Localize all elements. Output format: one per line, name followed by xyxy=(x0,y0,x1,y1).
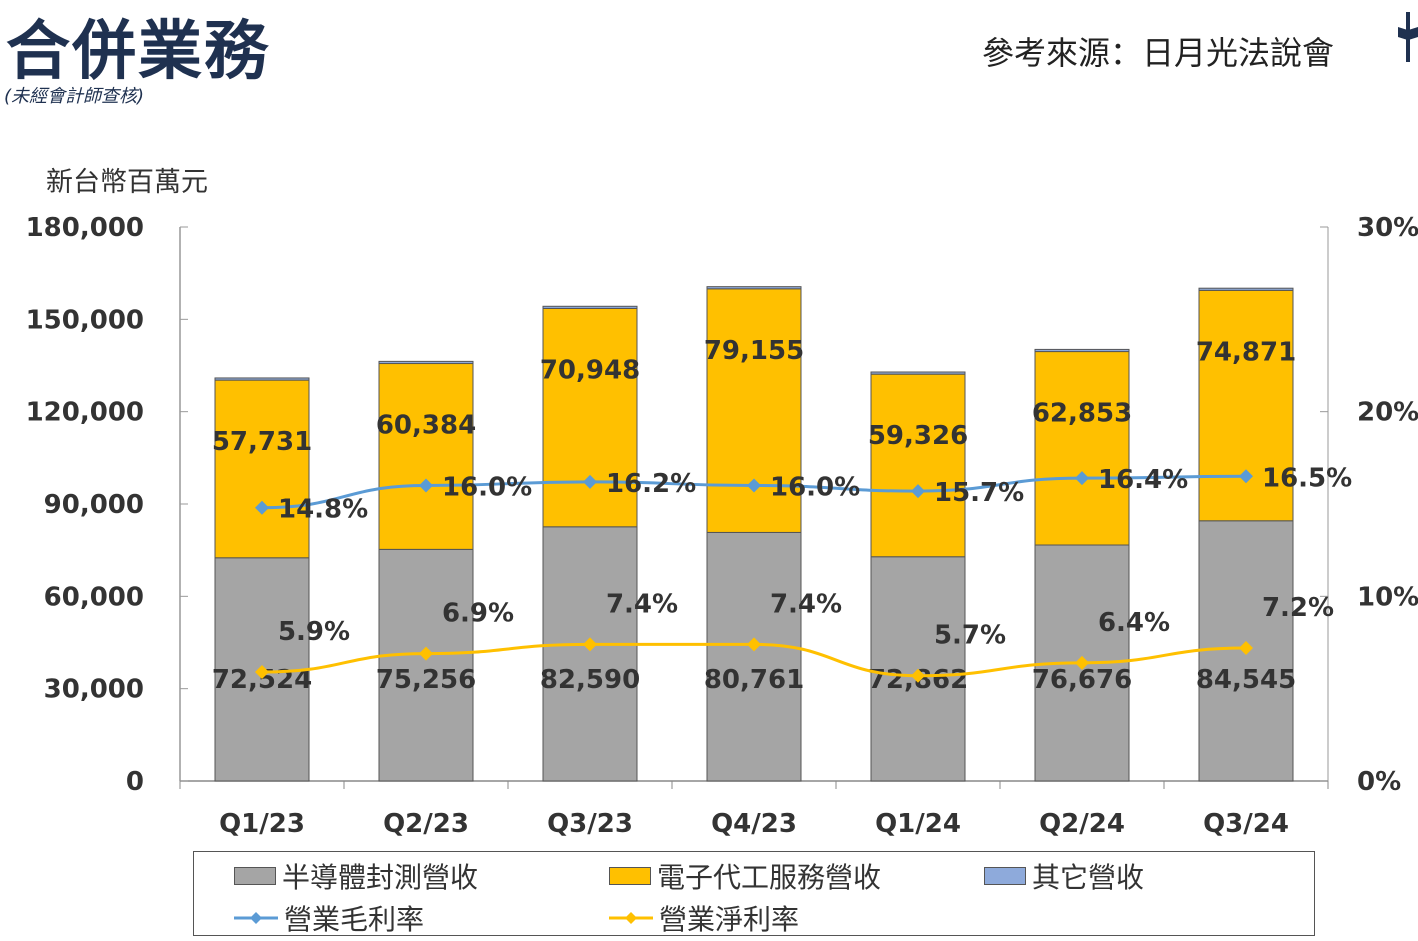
line-label: 16.4% xyxy=(1098,465,1188,495)
legend-swatch xyxy=(234,867,276,885)
left-tick-label: 0 xyxy=(126,767,144,797)
x-tick-label: Q1/23 xyxy=(219,809,305,839)
right-tick-label: 20% xyxy=(1357,398,1418,428)
left-tick-label: 120,000 xyxy=(26,398,144,428)
x-tick-label: Q3/23 xyxy=(547,809,633,839)
bar-1 xyxy=(378,363,474,550)
bar-2 xyxy=(214,377,310,381)
line-marker xyxy=(583,474,597,489)
bar-label: 82,590 xyxy=(540,665,640,695)
line-marker xyxy=(1075,655,1089,670)
source-note: 參考來源：日月光法說會 xyxy=(982,34,1335,72)
left-tick-label: 150,000 xyxy=(26,305,144,335)
line-label: 16.0% xyxy=(442,473,532,503)
bar-label: 84,545 xyxy=(1196,665,1296,695)
line-marker xyxy=(911,484,925,499)
line-label: 16.5% xyxy=(1262,463,1352,493)
legend-label: 其它營收 xyxy=(1032,861,1145,894)
line-marker xyxy=(911,668,925,683)
bar-1 xyxy=(214,379,310,559)
legend-swatch xyxy=(609,867,651,885)
right-tick-label: 10% xyxy=(1357,582,1418,612)
legend: 半導體封測營收 電子代工服務營收 其它營收 營業毛利率 營業淨利率 xyxy=(193,851,1315,936)
legend-label: 半導體封測營收 xyxy=(282,861,479,894)
page-subtitle: (未經會計師查核) xyxy=(4,86,145,107)
line-label: 14.8% xyxy=(278,495,368,525)
line-label: 6.9% xyxy=(442,599,514,629)
bar-1 xyxy=(542,307,638,528)
line-marker xyxy=(255,500,269,515)
bar-label: 59,326 xyxy=(868,421,968,451)
line-label: 7.4% xyxy=(606,589,678,619)
line-marker xyxy=(1239,641,1253,656)
bar-2 xyxy=(1034,348,1130,353)
legend-label: 營業毛利率 xyxy=(284,903,425,936)
bar-label: 60,384 xyxy=(376,411,476,441)
legend-label: 營業淨利率 xyxy=(659,903,800,936)
legend-item-semiconductor: 半導體封測營收 xyxy=(234,856,478,896)
legend-label: 電子代工服務營收 xyxy=(657,861,882,894)
line-marker xyxy=(1075,471,1089,486)
x-tick-label: Q2/23 xyxy=(383,809,469,839)
chart: 0 30,000 60,000 90,000 120,000 150,000 180,000… xyxy=(26,213,1418,839)
unit-label: 新台幣百萬元 xyxy=(46,167,208,198)
page-title: 合併業務 xyxy=(6,15,270,89)
line-label: 16.0% xyxy=(770,473,860,503)
line-label: 5.9% xyxy=(278,617,350,647)
bar-1 xyxy=(1034,351,1130,546)
line-marker xyxy=(255,665,269,680)
line-marker xyxy=(419,478,433,493)
line-label: 7.4% xyxy=(770,589,842,619)
bar-0 xyxy=(542,526,638,782)
line-label: 6.4% xyxy=(1098,608,1170,638)
bar-label: 74,871 xyxy=(1196,337,1296,367)
left-tick-label: 30,000 xyxy=(44,675,144,705)
legend-item-other: 其它營收 xyxy=(984,856,1144,896)
line-marker xyxy=(583,637,597,652)
bar-2 xyxy=(870,371,966,375)
legend-line-icon xyxy=(234,912,278,924)
bar-label: 80,761 xyxy=(704,665,804,695)
bar-0 xyxy=(706,531,802,782)
bar-label: 79,155 xyxy=(704,336,804,366)
left-tick-label: 180,000 xyxy=(26,213,144,243)
bar-2 xyxy=(706,286,802,290)
x-tick-label: Q3/24 xyxy=(1203,809,1289,839)
bar-0 xyxy=(378,548,474,782)
legend-line-icon xyxy=(609,912,653,924)
line-marker xyxy=(747,637,761,652)
line-label: 15.7% xyxy=(934,478,1024,508)
bar-2 xyxy=(542,305,638,309)
bar-2 xyxy=(378,360,474,365)
bar-label: 70,948 xyxy=(540,355,640,385)
bar-label: 62,853 xyxy=(1032,399,1132,429)
legend-item-ems: 電子代工服務營收 xyxy=(609,856,881,896)
bar-label: 75,256 xyxy=(376,665,476,695)
legend-item-net-margin: 營業淨利率 xyxy=(609,898,799,938)
line-label: 16.2% xyxy=(606,469,696,499)
line-label: 5.7% xyxy=(934,621,1006,651)
left-tick-label: 60,000 xyxy=(44,582,144,612)
line-marker xyxy=(419,646,433,661)
legend-swatch xyxy=(984,867,1026,885)
x-tick-label: Q1/24 xyxy=(875,809,961,839)
bar-label: 57,731 xyxy=(212,427,312,457)
right-tick-label: 0% xyxy=(1357,767,1401,797)
bar-2 xyxy=(1198,287,1294,291)
bar-label: 76,676 xyxy=(1032,665,1132,695)
x-tick-label: Q4/23 xyxy=(711,809,797,839)
line-label: 7.2% xyxy=(1262,593,1334,623)
legend-item-gross-margin: 營業毛利率 xyxy=(234,898,424,938)
line-marker xyxy=(1239,469,1253,484)
x-tick-label: Q2/24 xyxy=(1039,809,1125,839)
line-marker xyxy=(747,478,761,493)
right-tick-label: 30% xyxy=(1357,213,1418,243)
bar-1 xyxy=(870,373,966,558)
left-tick-label: 90,000 xyxy=(44,490,144,520)
